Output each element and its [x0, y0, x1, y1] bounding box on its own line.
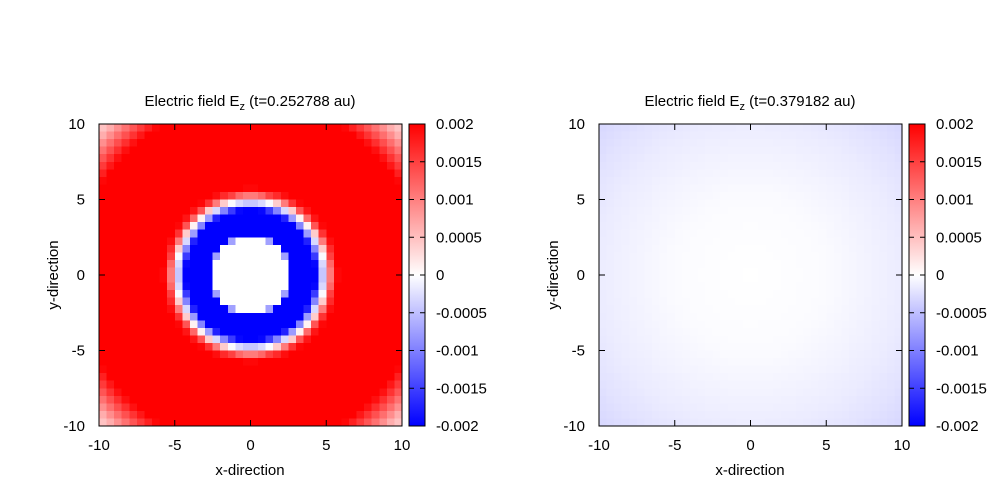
x-tick-label: -5: [668, 437, 681, 454]
chart-panel-right: Electric field Ez (t=0.379182 au) -10 -5 0 5…: [500, 0, 1000, 500]
heatmap-plot-area: [599, 124, 902, 426]
x-axis-label: x-direction: [215, 462, 284, 479]
x-tick-label: -10: [588, 437, 610, 454]
x-tick-label: 10: [894, 437, 911, 454]
colorbar-tick-label: -0.0015: [436, 380, 487, 397]
x-tick-label: 5: [322, 437, 330, 454]
x-tick-label: 0: [246, 437, 254, 454]
colorbar-tick-label: -0.002: [436, 418, 479, 435]
y-axis-label: y-direction: [545, 240, 562, 309]
colorbar-tick-label: 0: [936, 267, 944, 284]
y-tick-label: 0: [77, 267, 85, 284]
heatmap-plot-area: [99, 124, 402, 426]
colorbar-tick-label: -0.0015: [936, 380, 987, 397]
y-tick-label: 10: [68, 116, 85, 133]
x-tick-label: 0: [746, 437, 754, 454]
colorbar-tick-label: -0.001: [936, 343, 979, 360]
chart-axes-overlay: Electric field Ez (t=0.379182 au) -10 -5 0 5…: [545, 93, 987, 479]
plot-frame: [598, 123, 903, 427]
plot-frame: [98, 123, 403, 427]
colorbar-tick-label: -0.001: [436, 343, 479, 360]
y-tick-label: 5: [577, 192, 585, 209]
y-tick-label: 10: [568, 116, 585, 133]
y-tick-label: -5: [72, 343, 85, 360]
x-tick-label: 5: [822, 437, 830, 454]
colorbar-tick-label: 0.0015: [936, 154, 982, 171]
colorbar-tick-label: 0.001: [436, 192, 474, 209]
chart-title: Electric field Ez (t=0.379182 au): [644, 93, 855, 113]
y-axis-label: y-direction: [45, 240, 62, 309]
colorbar-tick-label: -0.002: [936, 418, 979, 435]
colorbar-tick-label: 0.002: [936, 116, 974, 133]
colorbar-tick-label: 0.0005: [936, 229, 982, 246]
chart-title: Electric field Ez (t=0.252788 au): [144, 93, 355, 113]
x-tick-label: -5: [168, 437, 181, 454]
y-tick-label: -5: [572, 343, 585, 360]
colorbar-tick-label: 0.0005: [436, 229, 482, 246]
y-tick-label: 5: [77, 192, 85, 209]
colorbar-tick-label: -0.0005: [936, 305, 987, 322]
colorbar-tick-label: 0.002: [436, 116, 474, 133]
colorbar-tick-label: 0: [436, 267, 444, 284]
chart-axes-overlay: Electric field Ez (t=0.252788 au) -10 -5 0 5…: [45, 93, 487, 479]
y-tick-label: -10: [63, 418, 85, 435]
x-tick-label: 10: [394, 437, 411, 454]
y-tick-label: 0: [577, 267, 585, 284]
x-tick-label: -10: [88, 437, 110, 454]
colorbar-tick-label: 0.001: [936, 192, 974, 209]
colorbar-tick-label: -0.0005: [436, 305, 487, 322]
x-axis-label: x-direction: [715, 462, 784, 479]
colorbar-tick-label: 0.0015: [436, 154, 482, 171]
y-tick-label: -10: [563, 418, 585, 435]
chart-panel-left: Electric field Ez (t=0.252788 au) -10 -5 0 5…: [45, 93, 487, 479]
